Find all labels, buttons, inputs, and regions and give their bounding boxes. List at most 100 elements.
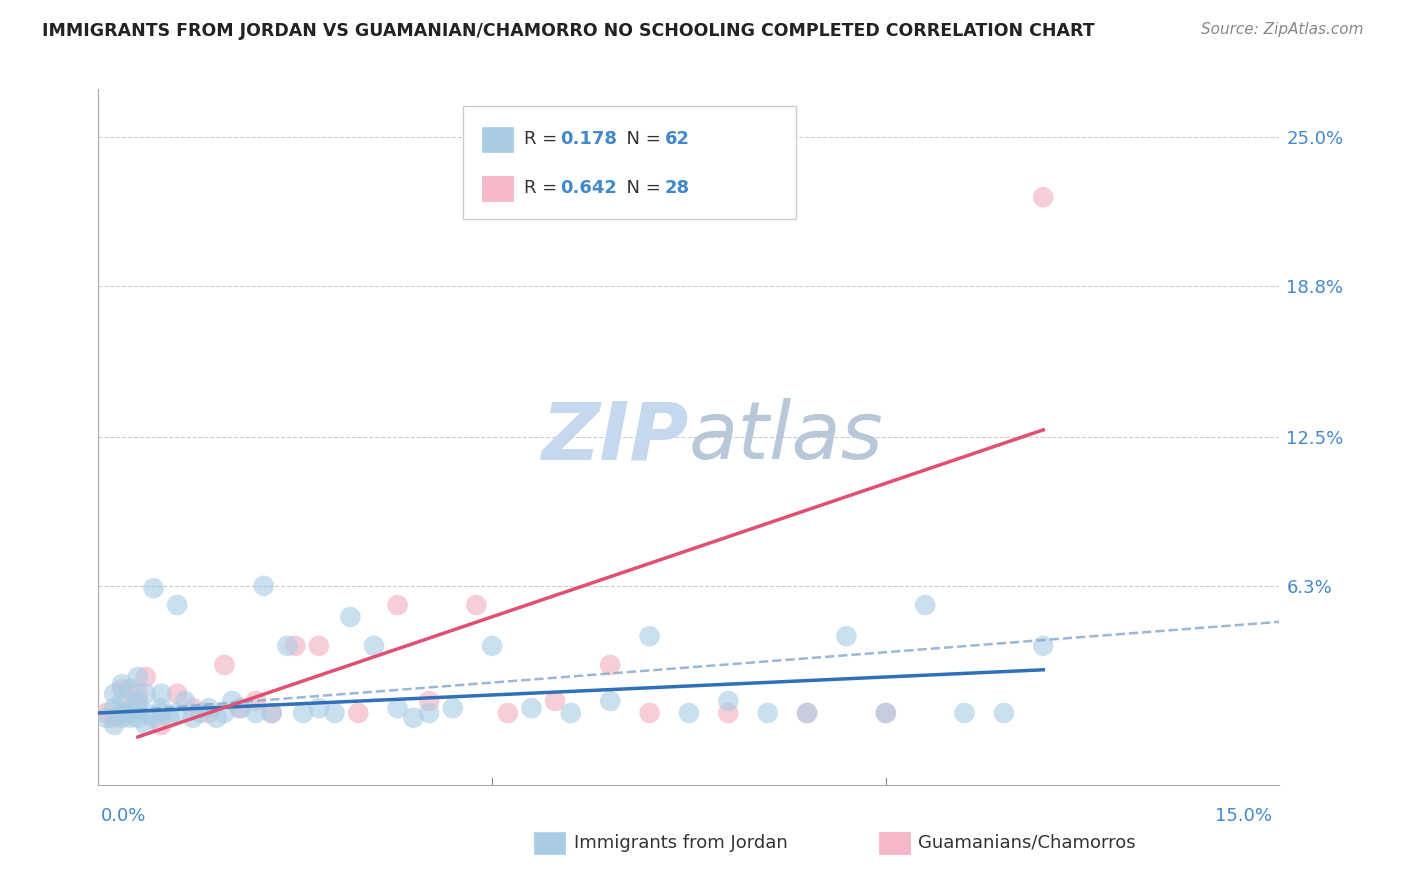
Point (111, 677, 134, 691)
Point (111, 694, 134, 708)
Point (544, 694, 567, 708)
Point (387, 598, 409, 612)
Point (127, 711, 149, 725)
Point (150, 687, 173, 701)
Point (260, 706, 283, 720)
Point (638, 629, 661, 643)
Point (308, 639, 330, 653)
Point (418, 694, 440, 708)
Point (953, 706, 976, 720)
Text: atlas: atlas (689, 398, 884, 476)
Point (150, 701, 173, 715)
Point (197, 706, 219, 720)
Point (127, 687, 149, 701)
Text: N =: N = (616, 130, 666, 148)
Point (127, 694, 149, 708)
Point (363, 639, 385, 653)
Text: 28: 28 (665, 179, 689, 197)
Text: Source: ZipAtlas.com: Source: ZipAtlas.com (1201, 22, 1364, 37)
Text: 0.178: 0.178 (561, 130, 617, 148)
Point (465, 598, 488, 612)
Point (347, 706, 370, 720)
Point (993, 706, 1015, 720)
Point (127, 701, 149, 715)
Text: Immigrants from Jordan: Immigrants from Jordan (574, 834, 787, 852)
Point (142, 711, 165, 725)
Point (253, 579, 276, 593)
Point (135, 706, 157, 720)
Point (135, 687, 157, 701)
Point (292, 706, 315, 720)
Text: 0.642: 0.642 (561, 179, 617, 197)
Point (835, 629, 858, 643)
Point (111, 711, 134, 725)
Point (190, 706, 212, 720)
Point (103, 711, 125, 725)
Text: N =: N = (616, 179, 666, 197)
Point (181, 711, 204, 725)
Point (103, 687, 125, 701)
Y-axis label: No Schooling Completed: No Schooling Completed (0, 335, 8, 539)
Point (166, 706, 188, 720)
Point (875, 706, 897, 720)
Point (323, 706, 346, 720)
Point (150, 718, 173, 732)
Text: Guamanians/Chamorros: Guamanians/Chamorros (918, 834, 1136, 852)
Point (875, 706, 897, 720)
Point (481, 639, 503, 653)
Point (717, 706, 740, 720)
Text: R =: R = (524, 130, 562, 148)
Text: ZIP: ZIP (541, 398, 689, 476)
Point (214, 706, 236, 720)
Point (221, 694, 243, 708)
Point (157, 711, 180, 725)
Point (127, 670, 149, 684)
Point (135, 670, 157, 684)
Text: 15.0%: 15.0% (1215, 807, 1272, 825)
Text: IMMIGRANTS FROM JORDAN VS GUAMANIAN/CHAMORRO NO SCHOOLING COMPLETED CORRELATION : IMMIGRANTS FROM JORDAN VS GUAMANIAN/CHAM… (42, 22, 1095, 40)
Point (796, 706, 818, 720)
Point (599, 658, 621, 673)
Point (150, 706, 173, 720)
Point (638, 706, 661, 720)
Point (914, 598, 936, 612)
Point (717, 694, 740, 708)
Point (260, 706, 283, 720)
Point (756, 706, 779, 720)
Point (111, 681, 134, 696)
Point (181, 701, 204, 715)
Point (339, 610, 361, 624)
Point (496, 706, 519, 720)
Point (276, 639, 298, 653)
Point (96, 706, 118, 720)
Point (599, 694, 621, 708)
Point (1032, 190, 1054, 204)
Point (174, 694, 197, 708)
Point (796, 706, 818, 720)
Text: 0.0%: 0.0% (101, 807, 146, 825)
Point (520, 701, 543, 715)
Point (418, 706, 440, 720)
Point (166, 598, 188, 612)
Point (560, 706, 582, 720)
Point (229, 701, 252, 715)
Point (229, 701, 252, 715)
Text: R =: R = (524, 179, 562, 197)
Point (284, 639, 307, 653)
Point (245, 694, 267, 708)
Point (103, 718, 125, 732)
Point (308, 701, 330, 715)
Point (1032, 639, 1054, 653)
Point (118, 711, 141, 725)
Point (103, 701, 125, 715)
Point (402, 711, 425, 725)
Point (118, 706, 141, 720)
Point (205, 711, 228, 725)
Point (197, 701, 219, 715)
Point (96, 711, 118, 725)
Point (166, 687, 188, 701)
Point (387, 701, 409, 715)
Point (135, 718, 157, 732)
Point (142, 581, 165, 595)
Point (214, 658, 236, 673)
